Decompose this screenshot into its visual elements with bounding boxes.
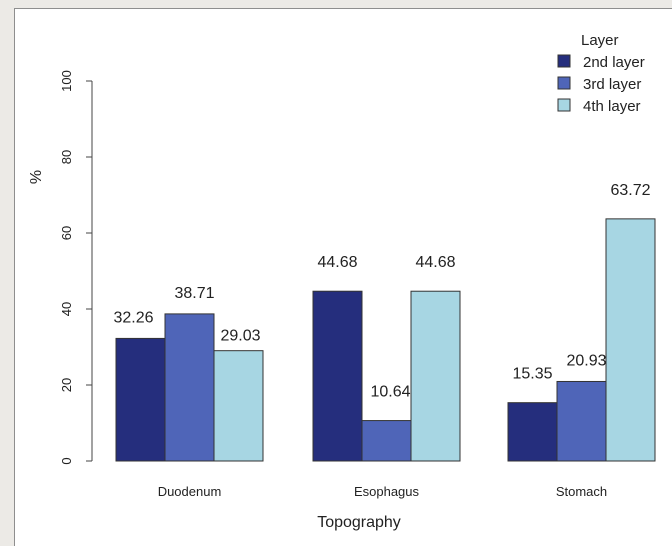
y-tick-label: 20 <box>59 378 74 392</box>
legend-entry-label: 2nd layer <box>583 54 645 71</box>
data-label: 44.68 <box>317 254 357 271</box>
data-label: 63.72 <box>610 182 650 199</box>
data-label: 15.35 <box>512 366 552 383</box>
bar <box>213 350 264 462</box>
data-label: 38.71 <box>174 285 214 302</box>
data-labels-group: 32.26 38.71 29.03 44.68 10.64 44.68 15.35 20.93… <box>113 182 650 401</box>
data-label: 20.93 <box>566 352 606 369</box>
x-category-label: Stomach <box>556 484 607 499</box>
bar <box>361 420 412 462</box>
bar <box>507 402 558 462</box>
legend-swatch <box>557 76 571 90</box>
data-label: 10.64 <box>370 384 410 401</box>
y-tick-label: 40 <box>59 302 74 316</box>
x-category-labels: Duodenum Esophagus Stomach <box>158 484 607 499</box>
bar <box>556 380 607 462</box>
legend-entry-label: 4th layer <box>583 98 641 115</box>
data-label: 44.68 <box>415 254 455 271</box>
legend-title: Layer <box>581 32 619 49</box>
data-label: 29.03 <box>220 328 260 345</box>
y-axis-title: % <box>28 170 45 184</box>
y-axis: 0 20 40 60 80 100 <box>59 70 93 465</box>
y-tick-label: 0 <box>59 457 74 464</box>
x-category-label: Esophagus <box>354 484 420 499</box>
legend: Layer 2nd layer 3rd layer 4th layer <box>557 32 645 115</box>
legend-swatch <box>557 98 571 112</box>
x-axis-title: Topography <box>317 514 401 531</box>
x-category-label: Duodenum <box>158 484 222 499</box>
bar <box>605 218 656 462</box>
y-tick-label: 100 <box>59 70 74 92</box>
legend-entry-label: 3rd layer <box>583 76 641 93</box>
data-label: 32.26 <box>113 309 153 326</box>
legend-swatch <box>557 54 571 68</box>
y-tick-label: 80 <box>59 150 74 164</box>
bar <box>164 313 215 462</box>
y-tick-label: 60 <box>59 226 74 240</box>
bars-group <box>115 218 656 462</box>
bar <box>115 337 166 462</box>
bar <box>312 290 363 462</box>
bar <box>410 290 461 462</box>
